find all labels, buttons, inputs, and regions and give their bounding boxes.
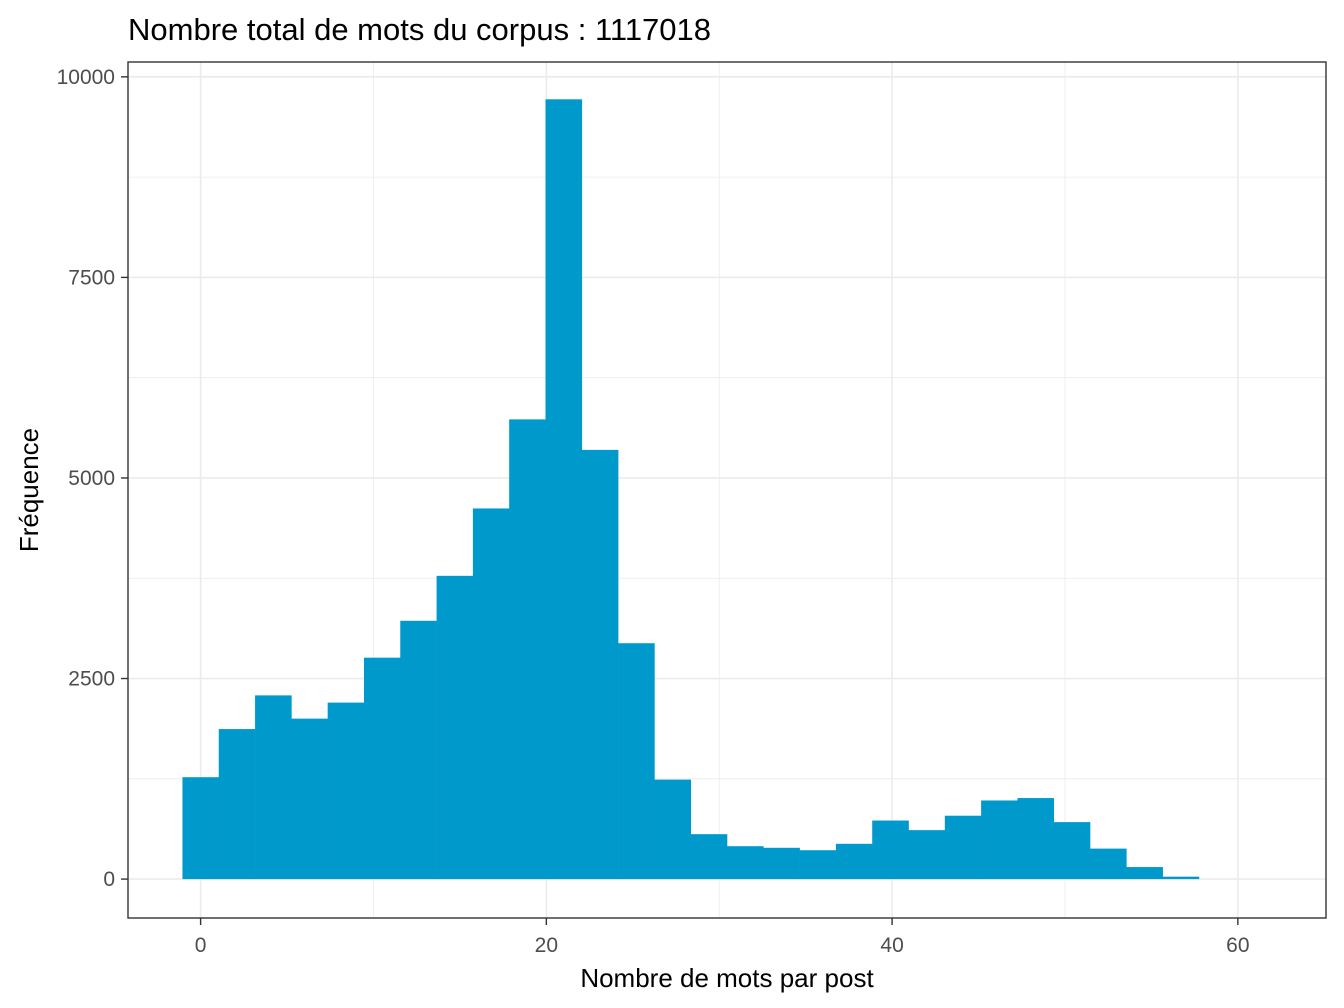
y-tick-label: 10000 [57, 66, 115, 89]
y-tick-label: 2500 [68, 668, 115, 691]
histogram-bar [654, 779, 691, 880]
histogram-bar [472, 508, 510, 880]
histogram-bar [327, 702, 365, 880]
histogram-bar [981, 800, 1018, 880]
panel-border [127, 61, 1327, 919]
histogram-bar [545, 99, 583, 880]
histogram-bar [763, 847, 800, 880]
axis-ticks: 0 20 40 60 0 2500 5000 7500 10000 [57, 66, 1250, 957]
y-tick-label: 0 [103, 868, 115, 891]
histogram-bar [944, 815, 982, 880]
x-tick-label: 60 [1226, 934, 1249, 957]
x-tick-label: 0 [195, 934, 207, 957]
x-tick-label: 40 [880, 934, 903, 957]
histogram-bar [581, 449, 619, 880]
histogram-bar [908, 830, 946, 880]
histogram-bar [872, 820, 909, 880]
histogram-bar [218, 729, 256, 880]
histogram-bar [436, 575, 474, 880]
histogram-bar [363, 657, 401, 880]
histogram-bar [618, 643, 655, 880]
histogram-bar [727, 846, 764, 880]
histogram-bar [400, 620, 437, 880]
histogram-bar [1053, 822, 1091, 880]
y-tick-label: 7500 [68, 266, 115, 289]
histogram-bar [1162, 876, 1200, 880]
histogram-bar [291, 718, 328, 880]
x-axis-title: Nombre de mots par post [580, 963, 874, 993]
histogram-bar [182, 777, 220, 880]
grid-lines [128, 62, 1326, 918]
y-axis-title: Fréquence [14, 428, 44, 552]
histogram-bar [1017, 798, 1055, 880]
histogram-bar [255, 695, 292, 880]
histogram-bar [509, 419, 546, 880]
histogram-bar [799, 850, 837, 880]
histogram-bars [182, 99, 1200, 880]
y-tick-label: 5000 [68, 467, 115, 490]
histogram-bar [835, 843, 873, 880]
x-tick-label: 20 [535, 934, 558, 957]
chart-title: Nombre total de mots du corpus : 1117018 [128, 12, 711, 47]
histogram-bar [1126, 867, 1163, 880]
histogram-bar [1090, 848, 1127, 880]
histogram-bar [690, 834, 728, 880]
